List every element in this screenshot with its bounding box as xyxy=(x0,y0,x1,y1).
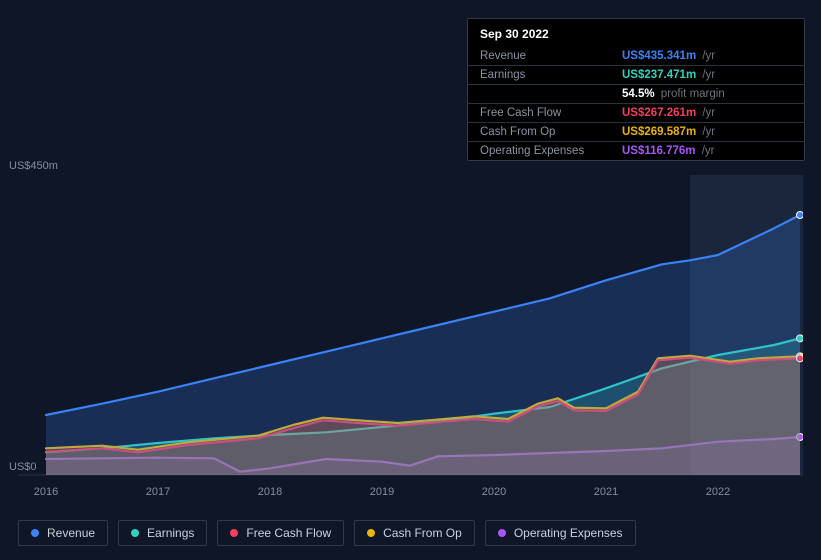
tooltip-row-value: US$267.261m /yr xyxy=(610,104,804,123)
legend-item[interactable]: Earnings xyxy=(118,520,207,546)
tooltip-row-value: US$237.471m /yr xyxy=(610,66,804,85)
chart-legend: Revenue Earnings Free Cash Flow Cash From O… xyxy=(18,520,636,546)
legend-item[interactable]: Operating Expenses xyxy=(485,520,636,546)
legend-label: Revenue xyxy=(47,526,95,540)
legend-label: Earnings xyxy=(147,526,194,540)
x-axis-year: 2019 xyxy=(370,486,394,498)
x-axis-year: 2022 xyxy=(706,486,730,498)
legend-dot xyxy=(131,529,139,537)
chart-tooltip: Sep 30 2022 RevenueUS$435.341m /yrEarnin… xyxy=(467,18,805,161)
tooltip-row: Operating ExpensesUS$116.776m /yr xyxy=(468,142,804,161)
legend-dot xyxy=(498,529,506,537)
tooltip-row: RevenueUS$435.341m /yr xyxy=(468,47,804,66)
tooltip-row: EarningsUS$237.471m /yr xyxy=(468,66,804,85)
legend-dot xyxy=(230,529,238,537)
tooltip-row-label: Free Cash Flow xyxy=(468,104,610,123)
tooltip-row-value: US$435.341m /yr xyxy=(610,47,804,66)
x-axis-year: 2018 xyxy=(258,486,282,498)
tooltip-row-value: US$269.587m /yr xyxy=(610,123,804,142)
tooltip-row-label: Revenue xyxy=(468,47,610,66)
x-axis-year: 2020 xyxy=(482,486,506,498)
legend-item[interactable]: Free Cash Flow xyxy=(217,520,344,546)
tooltip-row-value: US$116.776m /yr xyxy=(610,142,804,161)
tooltip-row: Cash From OpUS$269.587m /yr xyxy=(468,123,804,142)
tooltip-row: 54.5% profit margin xyxy=(468,85,804,104)
tooltip-date: Sep 30 2022 xyxy=(468,19,804,47)
legend-label: Cash From Op xyxy=(383,526,462,540)
tooltip-row-value: 54.5% profit margin xyxy=(610,85,804,104)
x-axis-year: 2017 xyxy=(146,486,170,498)
legend-item[interactable]: Revenue xyxy=(18,520,108,546)
tooltip-row-label: Cash From Op xyxy=(468,123,610,142)
tooltip-table: RevenueUS$435.341m /yrEarningsUS$237.471… xyxy=(468,47,804,160)
legend-dot xyxy=(31,529,39,537)
x-axis-year: 2016 xyxy=(34,486,58,498)
legend-label: Free Cash Flow xyxy=(246,526,331,540)
tooltip-row-label: Earnings xyxy=(468,66,610,85)
chart-svg xyxy=(18,160,803,480)
x-axis-year: 2021 xyxy=(594,486,618,498)
legend-item[interactable]: Cash From Op xyxy=(354,520,475,546)
financials-chart[interactable] xyxy=(18,160,803,480)
legend-label: Operating Expenses xyxy=(514,526,623,540)
x-axis-labels: 2016 2017 2018 2019 2020 2021 2022 xyxy=(18,486,803,502)
legend-dot xyxy=(367,529,375,537)
tooltip-row-label xyxy=(468,85,610,104)
tooltip-row-label: Operating Expenses xyxy=(468,142,610,161)
tooltip-row: Free Cash FlowUS$267.261m /yr xyxy=(468,104,804,123)
